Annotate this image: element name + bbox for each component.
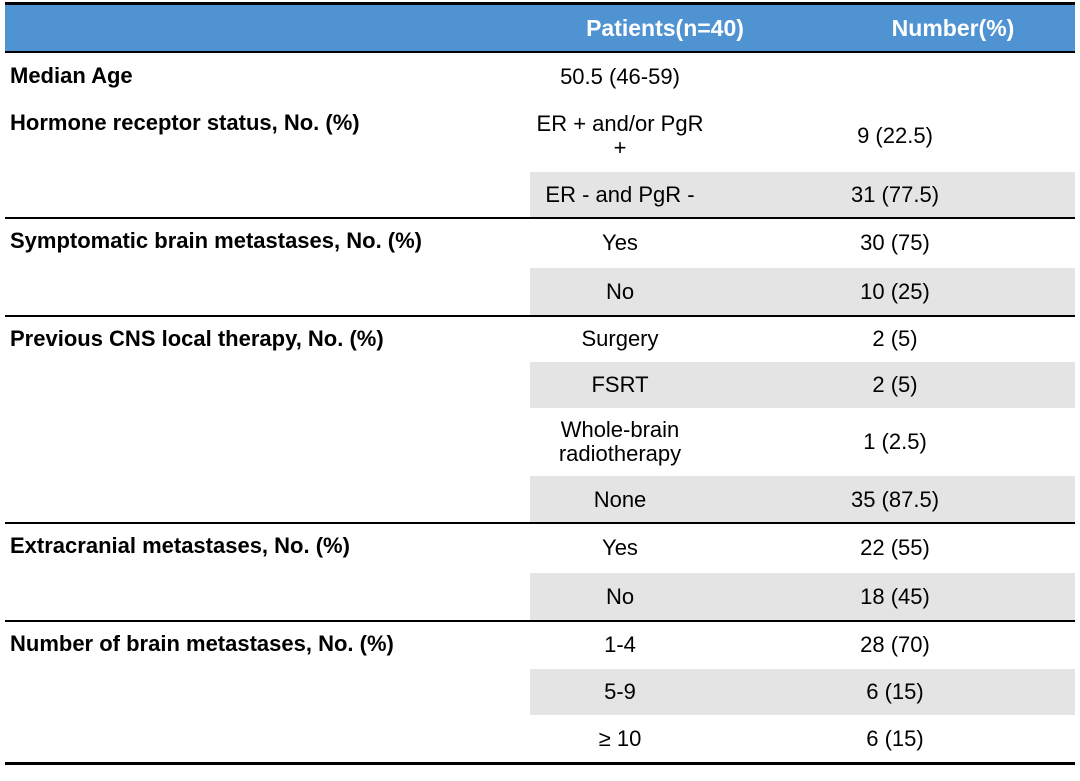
value-cell: 18 (45)	[860, 584, 930, 609]
value-cell: 30 (75)	[860, 230, 930, 255]
category-label: Extracranial metastases, No. (%)	[10, 533, 350, 558]
item-cell: ER + and/or PgR +	[536, 111, 704, 160]
row-shade	[530, 669, 1075, 715]
item-cell: Yes	[602, 535, 638, 560]
item-cell: 50.5 (46-59)	[560, 63, 680, 89]
row-shade	[530, 362, 1075, 408]
value-cell: 2 (5)	[872, 372, 918, 397]
group-rule	[5, 217, 1075, 219]
value-cell: 6 (15)	[866, 726, 924, 751]
item-cell: No	[605, 584, 635, 609]
item-cell: ≥ 10	[598, 726, 642, 751]
value-cell: 9 (22.5)	[857, 123, 933, 148]
category-label: Median Age	[10, 63, 133, 88]
header-row	[5, 5, 1075, 52]
value-cell: 6 (15)	[866, 679, 924, 704]
item-cell: None	[593, 486, 647, 512]
value-cell: 31 (77.5)	[850, 182, 940, 207]
value-cell: 28 (70)	[860, 632, 930, 657]
item-cell: 5-9	[604, 679, 636, 704]
row-shade	[530, 573, 1075, 621]
group-rule	[5, 315, 1075, 317]
item-cell: 1-4	[604, 632, 636, 657]
bottom-rule	[5, 762, 1075, 765]
header-rule	[5, 51, 1075, 53]
item-cell: FSRT	[591, 372, 649, 397]
category-label: Number of brain metastases, No. (%)	[10, 631, 394, 656]
value-cell: 10 (25)	[860, 279, 930, 304]
top-rule	[5, 2, 1075, 5]
item-cell: Surgery	[581, 326, 659, 351]
value-cell: 1 (2.5)	[863, 429, 927, 454]
row-shade	[530, 172, 1075, 218]
item-cell: ER - and PgR -	[545, 182, 695, 207]
value-cell: 35 (87.5)	[850, 486, 940, 512]
value-cell: 22 (55)	[860, 535, 930, 560]
value-cell: 2 (5)	[872, 326, 918, 351]
item-cell: No	[605, 279, 635, 304]
item-cell: Yes	[602, 230, 638, 255]
row-shade	[530, 268, 1075, 316]
group-rule	[5, 522, 1075, 524]
group-rule	[5, 620, 1075, 622]
category-label: Hormone receptor status, No. (%)	[10, 110, 360, 135]
header-cell: Number(%)	[891, 15, 1015, 41]
item-cell: Whole-brain radiotherapy	[558, 417, 682, 466]
category-label: Symptomatic brain metastases, No. (%)	[10, 228, 423, 253]
category-label: Previous CNS local therapy, No. (%)	[10, 326, 384, 351]
row-shade	[530, 476, 1075, 523]
header-cell: Patients(n=40)	[586, 15, 744, 41]
